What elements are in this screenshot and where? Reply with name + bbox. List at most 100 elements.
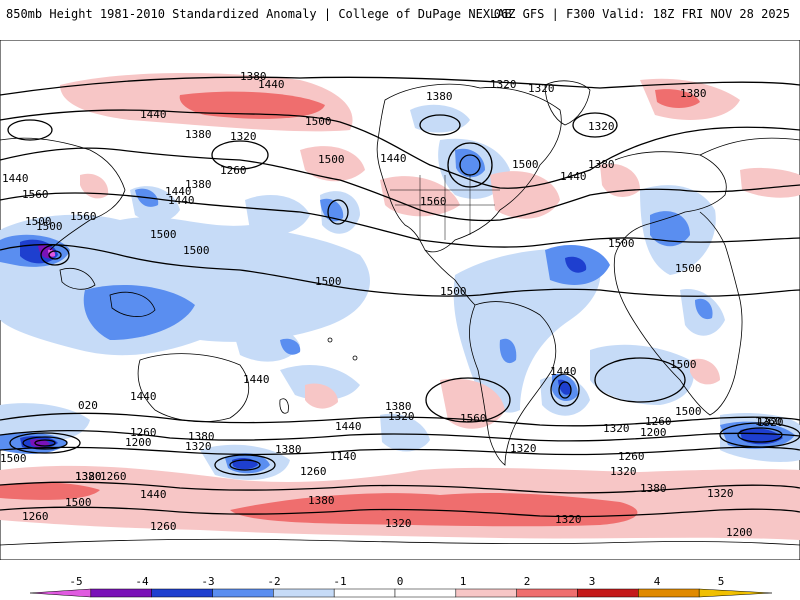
colorbar-tick: 5: [718, 575, 725, 588]
colorbar-segment: [577, 588, 639, 598]
contour-label: 1440: [243, 373, 270, 386]
colorbar-tick: 3: [589, 575, 596, 588]
contour-label: 1320: [230, 130, 257, 143]
contour-label: 1260: [100, 470, 127, 483]
contour-label: 1320: [707, 487, 734, 500]
contour-label: 1440: [130, 390, 157, 403]
contour-labels: 1380 1440 1440 1500 1380 1320 1260 1380 …: [0, 70, 784, 539]
contour-label: 1320: [757, 416, 784, 429]
contour-label: 1320: [588, 120, 615, 133]
map-title: 850mb Height 1981-2010 Standardized Anom…: [6, 7, 512, 21]
colorbar-tick: -5: [69, 575, 82, 588]
contour-label: 1320: [603, 422, 630, 435]
height-contours: [0, 76, 800, 518]
contour-label: 1500: [440, 285, 467, 298]
contour-label: 1380: [640, 482, 667, 495]
contour-label: 1440: [550, 365, 577, 378]
contour-label: 1560: [420, 195, 447, 208]
contour-label: 1380: [588, 158, 615, 171]
contour-label: 1320: [528, 82, 555, 95]
contour-label: 1320: [510, 442, 537, 455]
extreme-negative-anomaly: [30, 245, 56, 448]
contour-label: 020: [78, 399, 98, 412]
contour-label: 1260: [755, 415, 782, 428]
contour-label: 1260: [220, 164, 247, 177]
colorbar-segments: [29, 588, 773, 598]
contour-label: 1500: [36, 220, 63, 233]
contour-label: 1560: [22, 188, 49, 201]
contour-label: 1500: [150, 228, 177, 241]
contour-label: 1200: [125, 436, 152, 449]
contour-label: 1260: [300, 465, 327, 478]
contour-label: 1500: [25, 215, 52, 228]
colorbar-segment: [273, 588, 335, 598]
contour-label: 1440: [168, 194, 195, 207]
contour-label: 1320: [385, 517, 412, 530]
contour-label: 1440: [2, 172, 29, 185]
colorbar: -5 -4 -3 -2 -1 0 1 2 3 4 5: [29, 575, 773, 598]
contour-label: 1320: [490, 78, 517, 91]
contour-label: 1500: [305, 115, 332, 128]
contour-label: 1380: [240, 70, 267, 83]
colorbar-tick: 1: [460, 575, 467, 588]
model-run-info: 06Z GFS | F300 Valid: 18Z FRI NOV 28 202…: [493, 7, 790, 21]
contour-label: 1500: [318, 153, 345, 166]
contour-label: 1380: [275, 443, 302, 456]
contour-label: 1500: [675, 405, 702, 418]
colorbar-segment: [333, 588, 396, 598]
colorbar-tick: 4: [654, 575, 661, 588]
contour-label: 1260: [22, 510, 49, 523]
colorbar-ticks: -5 -4 -3 -2 -1 0 1 2 3 4 5: [69, 575, 724, 588]
colorbar-segment: [151, 588, 213, 598]
contour-label: 1320: [185, 440, 212, 453]
colorbar-segment: [455, 588, 517, 598]
contour-label: 1440: [560, 170, 587, 183]
contour-label: 1500: [670, 358, 697, 371]
colorbar-tick: 2: [524, 575, 531, 588]
colorbar-tick: -2: [267, 575, 280, 588]
contour-label: 1380: [426, 90, 453, 103]
anomaly-map: 1380 1440 1440 1500 1380 1320 1260 1380 …: [0, 40, 800, 560]
contour-label: 1320: [75, 470, 102, 483]
colorbar-tick: 0: [397, 575, 404, 588]
contour-label: 1320: [555, 513, 582, 526]
contour-label: 1140: [330, 450, 357, 463]
contour-label: 1440: [165, 185, 192, 198]
contour-label: 1320: [388, 410, 415, 423]
contour-label: 1380: [188, 430, 215, 443]
contour-label: 1200: [726, 526, 753, 539]
colorbar-tick: -3: [201, 575, 214, 588]
contour-label: 1440: [140, 108, 167, 121]
colorbar-tick: -4: [135, 575, 149, 588]
colorbar-tick: -1: [333, 575, 346, 588]
contour-label: 1500: [0, 452, 27, 465]
contour-label: 1380: [385, 400, 412, 413]
colorbar-segment: [516, 588, 578, 598]
contour-label: 1260: [645, 415, 672, 428]
contour-label: 1260: [618, 450, 645, 463]
colorbar-segment: [212, 588, 274, 598]
contour-label: 1380: [185, 178, 212, 191]
colorbar-segment: [638, 588, 700, 598]
contour-label: 1440: [335, 420, 362, 433]
contour-label: 1500: [65, 496, 92, 509]
map-header: 850mb Height 1981-2010 Standardized Anom…: [0, 0, 800, 30]
contour-label: 1260: [130, 426, 157, 439]
contour-label: 1560: [460, 412, 487, 425]
contour-label: 1320: [610, 465, 637, 478]
contour-label: 1500: [183, 244, 210, 257]
colorbar-segment: [698, 588, 773, 598]
contour-label: 1500: [608, 237, 635, 250]
contour-label: 1260: [150, 520, 177, 533]
contour-label: 1380: [75, 470, 102, 483]
colorbar-segment: [90, 588, 152, 598]
contour-label: 1500: [675, 262, 702, 275]
colorbar-segment: [29, 588, 92, 598]
colorbar-segment: [394, 588, 457, 598]
contour-label: 1440: [380, 152, 407, 165]
contour-label: 1440: [258, 78, 285, 91]
contour-label: 1440: [140, 488, 167, 501]
contour-label: 1560: [70, 210, 97, 223]
contour-label: 1380: [185, 128, 212, 141]
contour-label: 1500: [315, 275, 342, 288]
